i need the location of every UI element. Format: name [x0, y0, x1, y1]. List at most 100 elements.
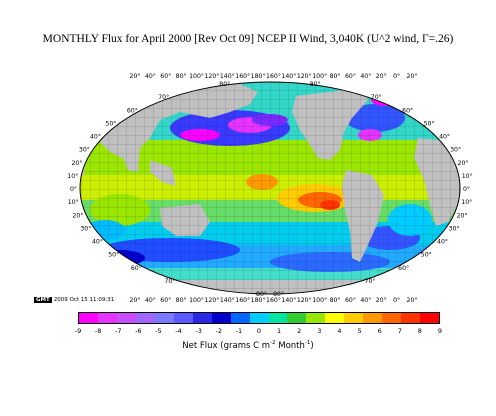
color-scale-segment [230, 313, 250, 323]
lat-label-right: 40° [439, 133, 450, 141]
lon-label-top: 60° [160, 72, 171, 80]
lat-label-left: 10° [68, 198, 79, 206]
lon-label-top: 160° [266, 72, 281, 80]
lon-label-bottom: 100° [312, 296, 327, 304]
color-scale-tick: 6 [377, 327, 382, 335]
lat-label-right: 20° [457, 211, 468, 219]
color-scale-tick: 3 [317, 327, 322, 335]
lat-label-left: 80° [219, 80, 230, 88]
color-scale-tick: 5 [357, 327, 362, 335]
lon-label-bottom: 20° [407, 296, 418, 304]
lat-label-right: 0° [463, 185, 470, 193]
color-scale-tick: -2 [215, 327, 223, 335]
color-scale-tick: -9 [74, 327, 82, 335]
lat-label-right: 70° [371, 93, 382, 101]
color-scale-segment [154, 313, 174, 323]
color-scale-segment [401, 313, 421, 323]
color-scale-segment [382, 313, 402, 323]
lat-label-left: 50° [108, 251, 119, 259]
color-scale-tick: 4 [337, 327, 342, 335]
lon-label-bottom: 140° [281, 296, 296, 304]
lat-label-right: 40° [437, 238, 448, 246]
color-scale-segment [287, 313, 307, 323]
color-scale-tick: -7 [114, 327, 122, 335]
cb-label-main: Net Flux (grams C m [182, 340, 271, 351]
lon-label-top: 0° [393, 72, 400, 80]
cb-label-sup2: -1 [304, 340, 311, 346]
lon-label-bottom: 0° [393, 296, 400, 304]
lon-label-bottom: 20° [130, 296, 141, 304]
lon-label-top: 120° [297, 72, 312, 80]
lon-label-bottom: 80° [330, 296, 341, 304]
lat-labels-left: 80°70°60°50°40°30°20°10°0°10°20°30°40°50… [67, 80, 267, 298]
lon-label-bottom: 160° [266, 296, 281, 304]
lat-label-left: 80° [256, 290, 267, 298]
lat-label-right: 50° [421, 251, 432, 259]
color-scale-ticks: -9 -8 -7 -6 -5 -4 -3 -2 -1 0 1 2 3 4 5 6 7 8 9 [74, 324, 442, 338]
lon-label-top: 180° [251, 72, 266, 80]
color-scale-bar [78, 312, 440, 324]
lat-label-left: 50° [105, 119, 116, 127]
lon-label-bottom: 60° [160, 296, 171, 304]
gmt-logo: GMT [34, 297, 52, 303]
lon-label-bottom: 140° [220, 296, 235, 304]
lon-label-top: 60° [345, 72, 356, 80]
color-scale-segment [116, 313, 136, 323]
lat-label-left: 40° [92, 238, 103, 246]
lat-label-right: 80° [273, 290, 284, 298]
color-scale-segment [211, 313, 231, 323]
cb-label-end: ) [310, 340, 314, 351]
lat-labels-right: 80°70°60°50°40°30°20°10°0°10°20°30°40°50… [273, 80, 473, 298]
map-title: MONTHLY Flux for April 2000 [Rev Oct 09]… [42, 33, 454, 45]
lon-label-bottom: 100° [189, 296, 204, 304]
lon-label-top: 80° [330, 72, 341, 80]
lon-label-bottom: 40° [145, 296, 156, 304]
lon-label-bottom: 40° [360, 296, 371, 304]
lon-label-bottom: 120° [204, 296, 219, 304]
lon-label-bottom: 60° [345, 296, 356, 304]
lon-labels-bottom: 20° 40° 60° 80° 100° 120° 140° 160° 180° 160° 140°… [130, 296, 418, 304]
color-scale-tick: -5 [155, 327, 162, 335]
lat-label-left: 10° [67, 172, 78, 180]
lon-label-bottom: 80° [176, 296, 187, 304]
color-scale-tick: -1 [235, 327, 243, 335]
color-scale-tick: -6 [135, 327, 142, 335]
lat-label-right: 30° [449, 224, 460, 232]
lat-label-left: 20° [72, 211, 83, 219]
lon-label-top: 80° [176, 72, 187, 80]
lat-label-left: 30° [80, 224, 91, 232]
lat-label-left: 70° [158, 93, 169, 101]
lon-label-bottom: 180° [251, 296, 266, 304]
color-scale-tick: -8 [94, 327, 102, 335]
lon-labels-top: 20° 40° 60° 80° 100° 120° 140° 160° 180° 160° 140°… [130, 72, 418, 80]
lon-label-top: 120° [204, 72, 219, 80]
lat-label-right: 10° [462, 172, 473, 180]
lon-label-bottom: 120° [297, 296, 312, 304]
gmt-timestamp: 2009 Oct 15 11:09:31 [53, 297, 115, 303]
lon-label-top: 40° [145, 72, 156, 80]
color-scale-segment [420, 313, 440, 323]
lat-label-left: 70° [164, 277, 175, 285]
lat-label-right: 60° [402, 106, 413, 114]
lon-label-top: 100° [189, 72, 204, 80]
color-scale-segment [325, 313, 345, 323]
color-scale-tick: -3 [195, 327, 202, 335]
lon-label-top: 140° [281, 72, 296, 80]
color-scale-segment [344, 313, 364, 323]
color-scale-tick: 8 [417, 327, 422, 335]
lat-label-left: 60° [131, 264, 142, 272]
color-scale-label: Net Flux (grams C m-2 Month-1) [0, 340, 496, 351]
lat-label-right: 10° [461, 198, 472, 206]
lat-label-right: 30° [450, 146, 461, 154]
lon-label-top: 40° [360, 72, 371, 80]
cb-label-sup1: -2 [270, 340, 276, 346]
color-scale-tick: 1 [277, 327, 282, 335]
color-scale-segment [79, 313, 98, 323]
lon-label-top: 20° [130, 72, 141, 80]
color-scale-tick: -4 [175, 327, 182, 335]
lat-label-left: 0° [70, 185, 77, 193]
lat-label-left: 60° [127, 106, 138, 114]
color-scale-tick: 0 [256, 327, 262, 335]
lon-label-top: 140° [220, 72, 235, 80]
